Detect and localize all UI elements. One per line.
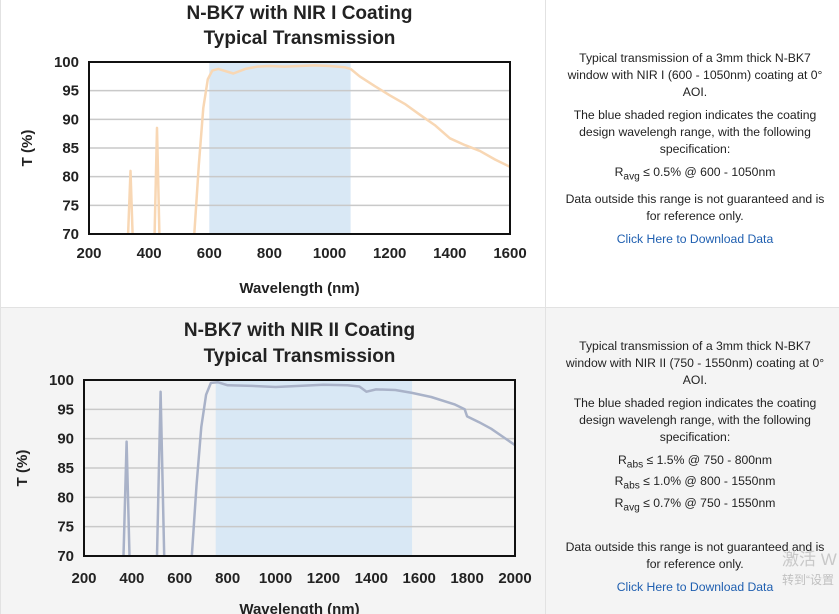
plot-frame	[88, 61, 511, 235]
chart-title: N-BK7 with NIR I Coating	[187, 3, 413, 24]
spec-line: Ravg ≤ 0.7% @ 750 - 1550nm	[560, 495, 830, 516]
x-axis-label: Wavelength (nm)	[239, 280, 359, 297]
spec-line: Ravg ≤ 0.5% @ 600 - 1050nm	[560, 164, 830, 185]
x-tick-label: 200	[71, 570, 96, 587]
x-tick-label: 1600	[403, 570, 436, 587]
x-tick-label: 1200	[307, 570, 340, 587]
x-tick-label: 1800	[450, 570, 483, 587]
y-tick-label: 70	[62, 226, 79, 243]
transmission-series-line	[126, 169, 134, 234]
description-2-text: Typical transmission of a 3mm thick N-BK…	[565, 339, 825, 387]
x-tick-label: 600	[197, 245, 222, 262]
x-tick-label: 1400	[355, 570, 388, 587]
x-tick-label: 200	[76, 245, 101, 262]
y-tick-label: 80	[62, 169, 79, 186]
y-tick-label: 95	[62, 83, 79, 100]
spec-symbol: R	[614, 165, 624, 179]
spec-symbol: R	[614, 474, 624, 489]
y-tick-label: 80	[57, 489, 74, 506]
y-tick-label: 85	[57, 460, 74, 477]
x-tick-label: 1600	[493, 245, 526, 262]
description-1-text: Typical transmission of a 3mm thick N-BK…	[567, 51, 823, 99]
chart-title: N-BK7 with NIR II Coating	[184, 320, 415, 341]
spec-line: Rabs ≤ 1.5% @ 750 - 800nm	[560, 452, 830, 473]
y-axis-label: T (%)	[19, 130, 36, 167]
chart-row-2: N-BK7 with NIR II Coating Typical Transmi…	[0, 307, 839, 614]
activation-watermark-sub: 转到“设置	[782, 573, 834, 587]
x-tick-label: 1400	[433, 245, 466, 262]
activation-watermark: 激活 W	[782, 550, 837, 569]
transmission-series-line	[155, 390, 166, 556]
y-tick-label: 90	[62, 111, 79, 128]
y-tick-label: 70	[57, 548, 74, 565]
description-1-disclaimer: Data outside this range is not guarantee…	[565, 192, 825, 224]
chart-row-1: N-BK7 with NIR I Coating Typical Transmis…	[0, 0, 546, 307]
spec-value: ≤ 1.5% @ 750 - 800nm	[643, 453, 772, 467]
y-tick-label: 75	[62, 197, 79, 214]
spec-value: ≤ 0.5% @ 600 - 1050nm	[639, 165, 776, 179]
x-tick-label: 800	[257, 245, 282, 262]
spec-subscript: avg	[623, 171, 640, 183]
download-data-link-2[interactable]: Click Here to Download Data	[616, 580, 774, 595]
y-tick-label: 95	[57, 401, 74, 418]
spec-subscript: abs	[626, 459, 644, 471]
chart-nir2: N-BK7 with NIR II Coating Typical Transmi…	[14, 320, 532, 614]
y-tick-label: 100	[49, 372, 74, 389]
spec-subscript: avg	[623, 502, 640, 514]
description-1-shading-note: The blue shaded region indicates the coa…	[573, 108, 817, 156]
spec-symbol: R	[617, 453, 627, 467]
x-tick-label: 2000	[498, 570, 531, 587]
transmission-series-line	[349, 67, 510, 169]
y-tick-label: 85	[62, 140, 79, 157]
transmission-series-line	[190, 381, 515, 556]
plot-frame	[83, 379, 516, 557]
chart-panel-1: N-BK7 with NIR I Coating Typical Transmis…	[0, 0, 546, 307]
spec-value: ≤ 0.7% @ 750 - 1550nm	[639, 495, 776, 510]
transmission-series-line	[153, 126, 161, 234]
y-axis-label: T (%)	[14, 450, 31, 487]
x-tick-label: 800	[215, 570, 240, 587]
chart-nir1: N-BK7 with NIR I Coating Typical Transmis…	[19, 3, 527, 297]
x-tick-label: 400	[119, 570, 144, 587]
spec-symbol: R	[614, 495, 624, 510]
y-tick-label: 100	[54, 54, 79, 71]
spec-subscript: abs	[623, 480, 640, 492]
x-tick-label: 400	[137, 245, 162, 262]
chart-panel-2: N-BK7 with NIR II Coating Typical Transmi…	[0, 308, 546, 614]
chart-subtitle: Typical Transmission	[204, 346, 396, 367]
x-axis-label: Wavelength (nm)	[239, 601, 359, 614]
transmission-series-line	[122, 440, 131, 556]
description-1: Typical transmission of a 3mm thick N-BK…	[560, 50, 830, 254]
description-2-shading-note: The blue shaded region indicates the coa…	[573, 396, 817, 444]
y-tick-label: 75	[57, 519, 74, 536]
description-2: Typical transmission of a 3mm thick N-BK…	[560, 338, 830, 602]
description-2-disclaimer: Data outside this range is not guarantee…	[565, 540, 825, 572]
transmission-series-line	[193, 64, 351, 234]
spec-line: Rabs ≤ 1.0% @ 800 - 1550nm	[560, 473, 830, 494]
x-tick-label: 1200	[373, 245, 406, 262]
x-tick-label: 600	[167, 570, 192, 587]
chart-subtitle: Typical Transmission	[204, 28, 396, 49]
x-tick-label: 1000	[259, 570, 292, 587]
description-panel-2	[547, 308, 839, 614]
spec-value: ≤ 1.0% @ 800 - 1550nm	[639, 474, 776, 489]
download-data-link-1[interactable]: Click Here to Download Data	[616, 232, 774, 247]
x-tick-label: 1000	[313, 245, 346, 262]
y-tick-label: 90	[57, 431, 74, 448]
